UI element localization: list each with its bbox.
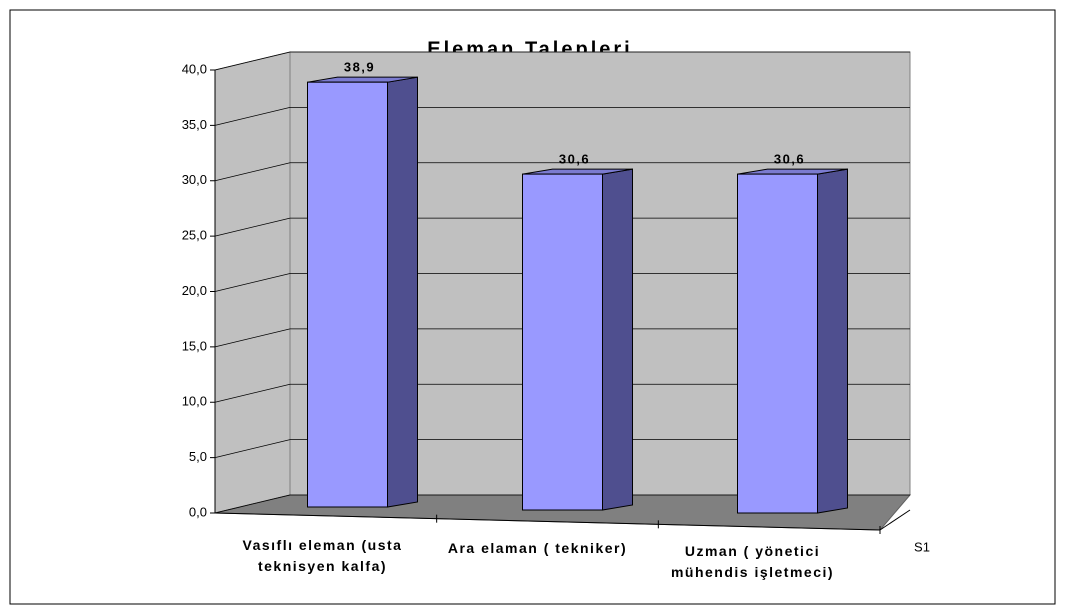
data-label: 30,6: [774, 152, 805, 167]
grid-line: [214, 494, 910, 514]
x-tick-label: Uzman ( yönetici mühendis işletmeci): [670, 543, 835, 580]
y-tick-label: 40,0: [182, 61, 207, 76]
grid-line: [214, 328, 910, 348]
grid-line: [214, 51, 910, 71]
y-tick-label: 5,0: [189, 449, 207, 464]
y-tick-label: 10,0: [182, 394, 207, 409]
grid-line: [214, 162, 910, 182]
data-label: 38,9: [344, 60, 375, 75]
series-label: S1: [914, 539, 930, 554]
bar-side: [387, 76, 418, 508]
bar-side: [602, 168, 633, 511]
grid-line: [214, 106, 910, 126]
y-tick-label: 25,0: [182, 228, 207, 243]
y-tick-label: 30,0: [182, 172, 207, 187]
x-tick-label: Ara elaman ( tekniker): [447, 540, 628, 556]
grid-line: [214, 439, 910, 459]
x-tick-label: Vasıflı eleman (usta teknisyen kalfa): [242, 537, 403, 574]
y-tick-label: 20,0: [182, 283, 207, 298]
grid-line: [214, 217, 910, 237]
bar: [737, 173, 818, 514]
y-tick-label: 0,0: [189, 504, 207, 519]
x-axis: [214, 512, 881, 531]
data-label: 30,6: [559, 152, 590, 167]
grid-line: [214, 383, 910, 403]
bar: [307, 81, 388, 508]
bar-side: [817, 168, 848, 514]
grid-line: [214, 273, 910, 292]
y-tick-label: 35,0: [182, 117, 207, 132]
y-tick-label: 15,0: [182, 338, 207, 353]
bar: [522, 173, 603, 511]
depth-axis: [879, 509, 911, 531]
